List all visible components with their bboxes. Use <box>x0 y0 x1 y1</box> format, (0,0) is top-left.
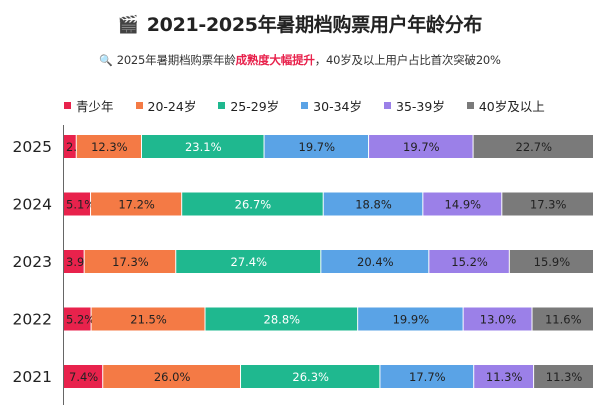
legend-item-2: 25-29岁 <box>218 96 279 115</box>
data-label: 19.7% <box>403 140 440 154</box>
bar-segment <box>264 135 369 158</box>
bar-segment <box>91 192 182 216</box>
legend-label: 35-39岁 <box>396 98 445 114</box>
y-tick-label: 2025 <box>13 138 52 156</box>
data-label: 17.2% <box>118 198 155 212</box>
legend-label: 30-34岁 <box>313 98 362 114</box>
clapperboard-icon: 🎬 <box>117 15 139 35</box>
data-label: 11.3% <box>546 370 583 384</box>
data-label: 22.7% <box>516 140 553 154</box>
bar-segment <box>509 250 593 273</box>
bar-segment <box>502 192 593 216</box>
legend-label: 25-29岁 <box>230 98 280 114</box>
data-label: 13.0% <box>480 313 517 327</box>
bar-row-2021: 2021 7.4% 26.0% 26.3% 17.7% 11.3% 11.3% <box>13 365 593 388</box>
bar-row-2023: 2023 3.9% 17.3% 27.4% 20.4% 15.2% 15.9% <box>13 250 593 273</box>
legend-swatch <box>301 101 309 109</box>
legend-label: 20-24岁 <box>147 98 197 114</box>
y-tick-label: 2023 <box>13 253 52 271</box>
bar-segment <box>205 307 358 331</box>
legend-swatch <box>135 101 143 109</box>
data-label: 19.9% <box>393 313 430 327</box>
data-label: 17.3% <box>112 255 149 269</box>
bar-row-2022: 2022 5.2% 21.5% 28.8% 19.9% 13.0% 11.6% <box>13 307 593 331</box>
bar-segment <box>64 307 91 331</box>
data-label: 26.0% <box>154 370 191 384</box>
data-label: 26.3% <box>292 370 329 384</box>
legend-item-5: 40岁及以上 <box>466 96 545 115</box>
legend-item-1: 20-24岁 <box>135 96 197 115</box>
bar-segment <box>323 192 423 216</box>
data-label: 19.7% <box>299 140 336 154</box>
chart-subtitle: 🔍 2025年暑期档购票年龄成熟度大幅提升，40岁及以上用户占比首次突破20% <box>0 52 600 68</box>
legend-item-3: 30-34岁 <box>301 96 362 115</box>
data-label: 23.1% <box>185 140 222 154</box>
data-label: 27.4% <box>231 255 268 269</box>
bar-segment <box>369 135 473 158</box>
bar-segment <box>64 365 103 388</box>
bar-segment <box>473 135 593 158</box>
magnifier-icon: 🔍 <box>99 54 113 67</box>
bar-segment <box>532 307 593 331</box>
chart-title-text: 2021-2025年暑期档购票用户年龄分布 <box>146 14 483 36</box>
legend-swatch <box>64 101 71 109</box>
bar-segment <box>76 135 141 158</box>
bar-segment <box>321 250 429 273</box>
bar-segment <box>429 250 509 273</box>
data-label: 5.1% <box>66 198 95 212</box>
y-tick-label: 2021 <box>13 368 52 386</box>
legend-swatch <box>384 101 391 109</box>
data-label: 21.5% <box>130 313 167 327</box>
chart-title: 🎬 2021-2025年暑期档购票用户年龄分布 <box>0 10 600 37</box>
bar-segment <box>84 250 176 273</box>
data-label: 26.7% <box>235 198 272 212</box>
data-label: 17.7% <box>409 370 446 384</box>
bar-segment <box>141 135 264 158</box>
legend-item-4: 35-39岁 <box>384 96 445 115</box>
data-label: 17.3% <box>530 198 567 212</box>
data-label: 7.4% <box>69 370 98 384</box>
bar-segment <box>358 307 463 331</box>
bar-segment <box>103 365 241 388</box>
data-label: 20.4% <box>357 255 394 269</box>
data-label: 14.9% <box>445 198 482 212</box>
legend-swatch <box>218 101 226 109</box>
legend-swatch <box>466 101 474 109</box>
data-label: 28.8% <box>264 313 301 327</box>
bar-segment <box>423 192 502 216</box>
data-label: 18.8% <box>355 198 392 212</box>
bar-segment <box>241 365 380 388</box>
chart-legend: 青少年 20-24岁 25-29岁 30-34岁 35-39岁 40岁及以上 <box>64 96 567 114</box>
data-label: 11.3% <box>486 370 523 384</box>
bar-segment <box>474 365 534 388</box>
bar-segment <box>176 250 321 273</box>
subtitle-suffix: ，40岁及以上用户占比首次突破20% <box>314 53 501 67</box>
bar-row-2024: 2024 5.1% 17.2% 26.7% 18.8% 14.9% 17.3% <box>13 192 593 216</box>
data-label: 11.6% <box>545 313 582 327</box>
bar-segment <box>534 365 593 388</box>
legend-item-0: 青少年 <box>64 96 114 115</box>
bar-segment <box>64 192 91 216</box>
subtitle-prefix: 2025年暑期档购票年龄 <box>116 53 236 67</box>
bar-segment <box>91 307 205 331</box>
y-tick-label: 2024 <box>13 196 52 214</box>
data-label: 15.9% <box>534 255 571 269</box>
data-label: 15.2% <box>451 255 488 269</box>
bar-segment <box>182 192 323 216</box>
bar-segment <box>64 135 76 158</box>
data-label: 12.3% <box>91 140 128 154</box>
legend-label: 40岁及以上 <box>478 98 545 114</box>
y-tick-label: 2022 <box>13 311 52 329</box>
bar-segment <box>64 250 84 273</box>
subtitle-highlight: 成熟度大幅提升 <box>235 53 315 67</box>
legend-label: 青少年 <box>76 98 114 114</box>
bar-segment <box>463 307 532 331</box>
bar-row-2025: 20252.4%12.3%23.1%19.7%19.7%22.7% <box>13 135 593 158</box>
bar-segment <box>380 365 474 388</box>
data-label: 5.2% <box>66 313 95 327</box>
